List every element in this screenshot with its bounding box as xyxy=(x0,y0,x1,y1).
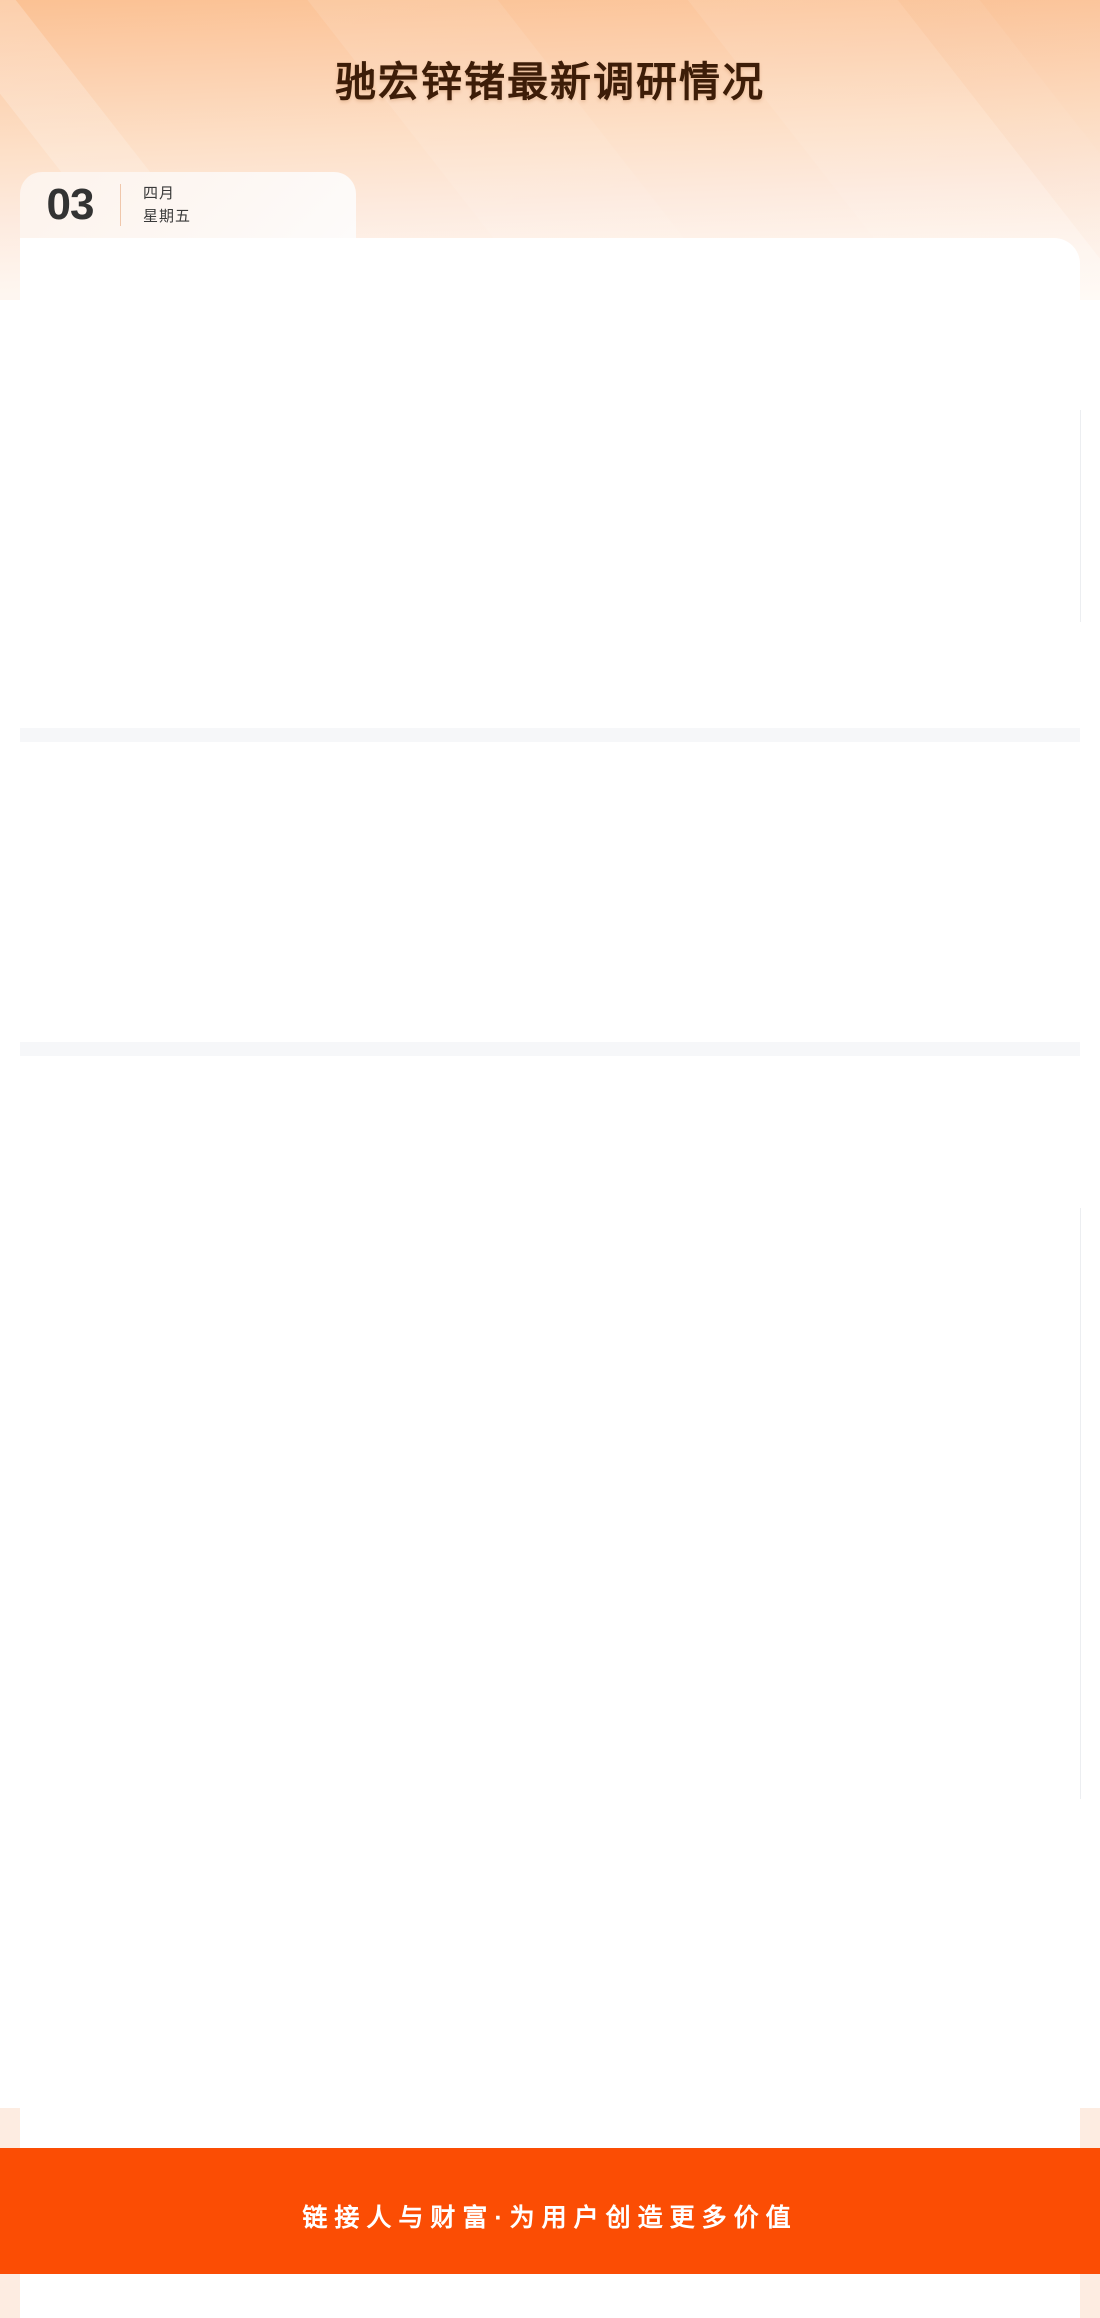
section-divider xyxy=(20,1042,1080,1056)
footer-slogan: 链接人与财富·为用户创造更多价值 xyxy=(302,2204,798,2232)
date-weekday: 星期五 xyxy=(143,207,192,225)
footer-band xyxy=(0,2148,1100,2274)
content-card xyxy=(20,238,1080,2108)
date-badge: 03 四月 星期五 xyxy=(20,172,356,238)
date-month: 四月 xyxy=(143,185,176,203)
date-divider xyxy=(120,184,121,226)
footer: 链接人与财富·为用户创造更多价值 xyxy=(0,2108,1100,2318)
date-day: 03 xyxy=(46,180,95,229)
page-title: 驰宏锌锗最新调研情况 xyxy=(335,59,765,105)
section-divider xyxy=(20,728,1080,742)
